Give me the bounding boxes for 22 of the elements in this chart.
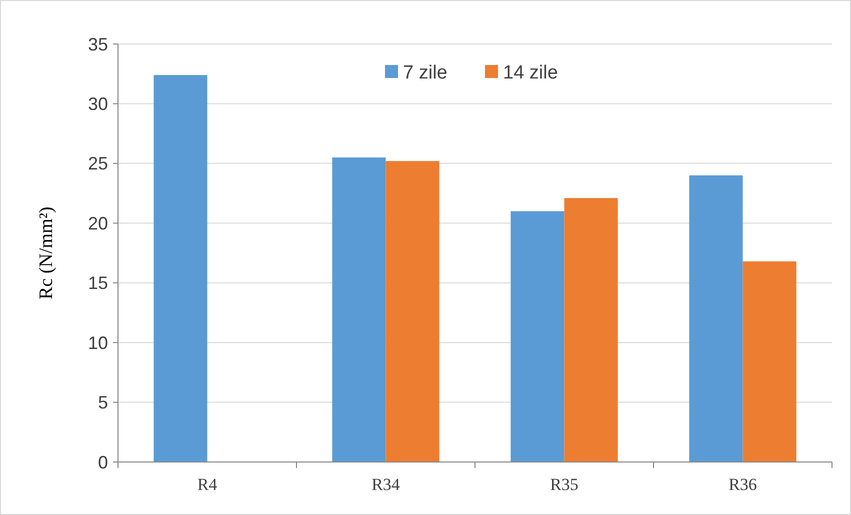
y-tick-label: 35 — [88, 34, 108, 54]
legend-label: 7 zile — [403, 62, 448, 84]
x-tick-label: R34 — [372, 475, 400, 494]
bar — [154, 75, 208, 462]
bar — [564, 198, 618, 462]
y-axis-title: Rc (N/mm²) — [36, 206, 57, 300]
y-tick-label: 0 — [98, 452, 108, 472]
y-tick-label: 20 — [88, 213, 108, 234]
bar — [510, 211, 564, 462]
x-tick-label: R36 — [728, 475, 757, 494]
x-tick-label: R4 — [197, 475, 218, 494]
y-tick-label: 15 — [88, 273, 108, 294]
y-tick-label: 5 — [98, 392, 108, 413]
bar — [742, 261, 796, 462]
y-tick-label: 25 — [88, 154, 108, 174]
x-tick-label: R35 — [550, 475, 578, 494]
bar — [386, 161, 440, 462]
bar — [332, 157, 386, 462]
bar — [689, 175, 743, 462]
y-tick-label: 30 — [88, 94, 108, 114]
legend-label: 14 zile — [503, 62, 558, 84]
y-tick-label: 10 — [88, 332, 108, 353]
